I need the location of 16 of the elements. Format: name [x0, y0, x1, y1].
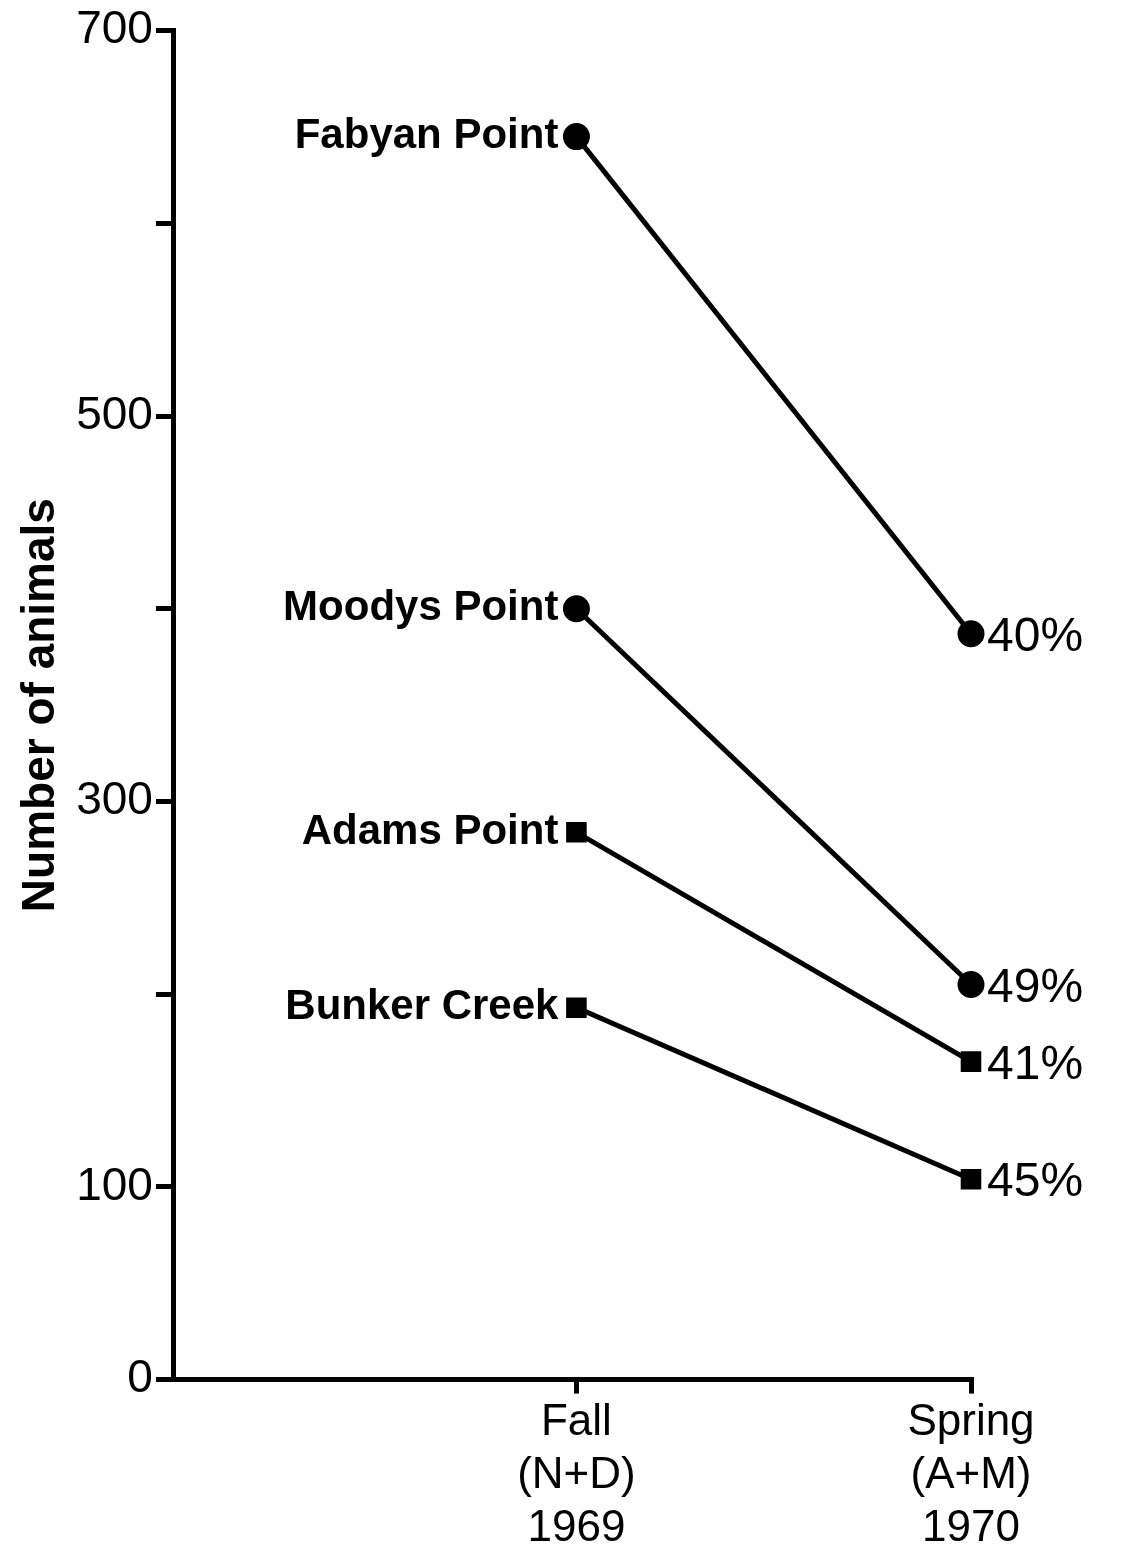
- y-tick-label: 0: [127, 1350, 153, 1403]
- y-axis-title: Number of animals: [12, 498, 65, 913]
- series-label: Adams Point: [301, 805, 559, 853]
- y-tick-label: 100: [76, 1157, 153, 1210]
- y-tick-label: 700: [76, 1, 153, 54]
- y-tick-label: 300: [76, 772, 153, 825]
- annotation: 40%: [987, 608, 1084, 662]
- series-label: Bunker Creek: [285, 981, 560, 1029]
- series-label: Fabyan Point: [294, 110, 559, 158]
- y-tick-label: 500: [76, 386, 153, 439]
- series-label: Moodys Point: [283, 582, 559, 630]
- annotation: 45%: [987, 1153, 1084, 1207]
- annotation: 49%: [987, 958, 1084, 1012]
- x-tick-label: Fall (N+D) 1969: [517, 1395, 636, 1550]
- x-tick-label: Spring (A+M) 1970: [907, 1395, 1035, 1550]
- annotation: 41%: [987, 1035, 1084, 1089]
